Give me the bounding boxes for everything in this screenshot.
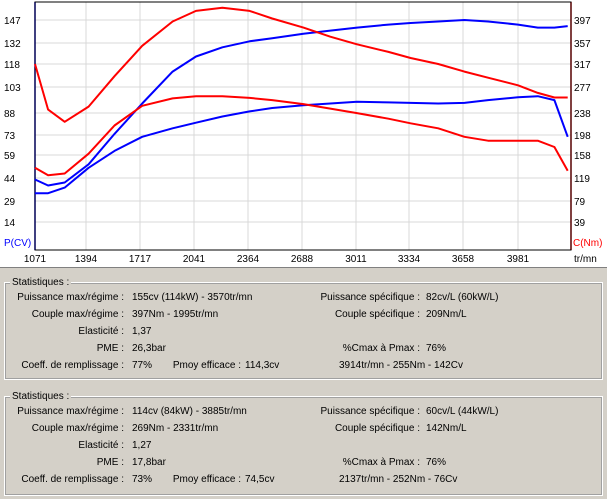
plot-border xyxy=(34,1,572,251)
stat-value: 3914tr/mn - 255Nm - 142Cv xyxy=(339,360,463,371)
stat-value: 209Nm/L xyxy=(426,309,467,320)
x-axis-tick-label: 3011 xyxy=(345,254,367,265)
x-axis-unit: tr/mn xyxy=(574,254,597,265)
stat-label: Puissance spécifique : xyxy=(320,292,420,303)
statistics-panel-2: Statistiques : Puissance max/régime : 114c… xyxy=(4,391,603,496)
stat-label: Coeff. de remplissage : xyxy=(21,474,124,485)
left-axis-tick-label: 73 xyxy=(4,131,16,142)
x-axis-tick-label: 2041 xyxy=(183,254,206,265)
left-axis-tick-label: 88 xyxy=(4,109,16,120)
stat-label: Elasticité : xyxy=(78,440,124,451)
right-axis-tick-label: 39 xyxy=(574,218,586,229)
left-axis-tick-label: 29 xyxy=(4,197,16,208)
stat-value: 2137tr/mn - 252Nm - 76Cv xyxy=(339,474,458,485)
right-axis-tick-label: 317 xyxy=(574,60,591,71)
stat-label: PME : xyxy=(96,343,124,354)
series-line-3 xyxy=(35,95,569,195)
stat-value: 1,37 xyxy=(132,326,152,337)
left-axis-tick-label: 14 xyxy=(4,218,16,229)
stat-value: 76% xyxy=(426,457,447,468)
stat-label: Pmoy efficace : xyxy=(172,360,241,371)
right-axis-tick-label: 357 xyxy=(574,39,591,50)
right-axis-tick-label: 79 xyxy=(574,197,586,208)
stat-label: Puissance max/régime : xyxy=(17,292,124,303)
stat-value: 1,27 xyxy=(132,440,152,451)
stat-label: Couple max/régime : xyxy=(31,423,124,434)
statistics-panel-1: Statistiques : Puissance max/régime : 155c… xyxy=(4,277,603,380)
stat-label: Couple max/régime : xyxy=(31,309,124,320)
chart-svg: 147 132 118 103 88 73 59 44 29 14 397 357 317 277 238 1… xyxy=(4,1,602,265)
left-axis-title: P(CV) xyxy=(4,238,31,249)
stat-value: 114cv (84kW) - 3885tr/mn xyxy=(132,406,247,417)
series-line-4 xyxy=(34,95,569,177)
left-axis-tick-label: 118 xyxy=(4,60,20,71)
stat-label: PME : xyxy=(96,457,124,468)
right-axis-tick-label: 198 xyxy=(574,131,591,142)
stat-value: 82cv/L (60kW/L) xyxy=(426,292,499,303)
x-axis-tick-label: 3658 xyxy=(452,254,475,265)
statistics-title: Statistiques : xyxy=(10,277,72,288)
right-axis-tick-label: 397 xyxy=(574,16,591,27)
x-axis-tick-label: 1717 xyxy=(129,254,152,265)
statistics-title: Statistiques : xyxy=(10,391,72,402)
stat-value: 73% xyxy=(132,474,153,485)
stat-value: 74,5cv xyxy=(245,474,275,485)
right-axis-tick-label: 158 xyxy=(574,151,591,162)
stat-value: 26,3bar xyxy=(132,343,166,354)
power-torque-chart: 147 132 118 103 88 73 59 44 29 14 397 357 317 277 238 1… xyxy=(0,0,607,268)
right-axis-tick-label: 238 xyxy=(574,109,591,120)
stat-value: 17,8bar xyxy=(132,457,166,468)
x-axis-tick-label: 1071 xyxy=(24,254,47,265)
stat-label: Puissance spécifique : xyxy=(320,406,420,417)
x-axis-tick-label: 2688 xyxy=(291,254,314,265)
stat-value: 269Nm - 2331tr/mn xyxy=(132,423,219,434)
x-axis-tick-label: 3334 xyxy=(398,254,421,265)
left-axis-tick-label: 103 xyxy=(4,83,21,94)
series-line-2 xyxy=(34,6,568,123)
series-line-1 xyxy=(34,19,568,187)
stat-label: Puissance max/régime : xyxy=(17,406,124,417)
stat-label: Pmoy efficace : xyxy=(172,474,241,485)
stat-label: Elasticité : xyxy=(78,326,124,337)
left-axis-tick-label: 59 xyxy=(4,151,16,162)
stat-value: 60cv/L (44kW/L) xyxy=(426,406,499,417)
left-axis-tick-label: 132 xyxy=(4,39,21,50)
x-axis-tick-label: 1394 xyxy=(75,254,98,265)
x-axis-tick-label: 3981 xyxy=(507,254,530,265)
stat-value: 155cv (114kW) - 3570tr/mn xyxy=(132,292,253,303)
right-axis-tick-label: 119 xyxy=(574,174,590,185)
stat-value: 114,3cv xyxy=(245,360,280,371)
stat-label: %Cmax à Pmax : xyxy=(342,457,420,468)
stat-label: Couple spécifique : xyxy=(334,309,420,320)
stat-label: Couple spécifique : xyxy=(334,423,420,434)
stat-value: 77% xyxy=(132,360,153,371)
left-axis-tick-label: 44 xyxy=(4,174,16,185)
stat-value: 397Nm - 1995tr/mn xyxy=(132,309,219,320)
right-axis-tick-label: 277 xyxy=(574,83,591,94)
stat-value: 76% xyxy=(426,343,447,354)
x-axis-tick-label: 2364 xyxy=(237,254,260,265)
stat-label: Coeff. de remplissage : xyxy=(21,360,124,371)
right-axis-title: C(Nm) xyxy=(573,238,602,249)
stat-value: 142Nm/L xyxy=(426,423,467,434)
left-axis-tick-label: 147 xyxy=(4,16,21,27)
stat-label: %Cmax à Pmax : xyxy=(342,343,420,354)
